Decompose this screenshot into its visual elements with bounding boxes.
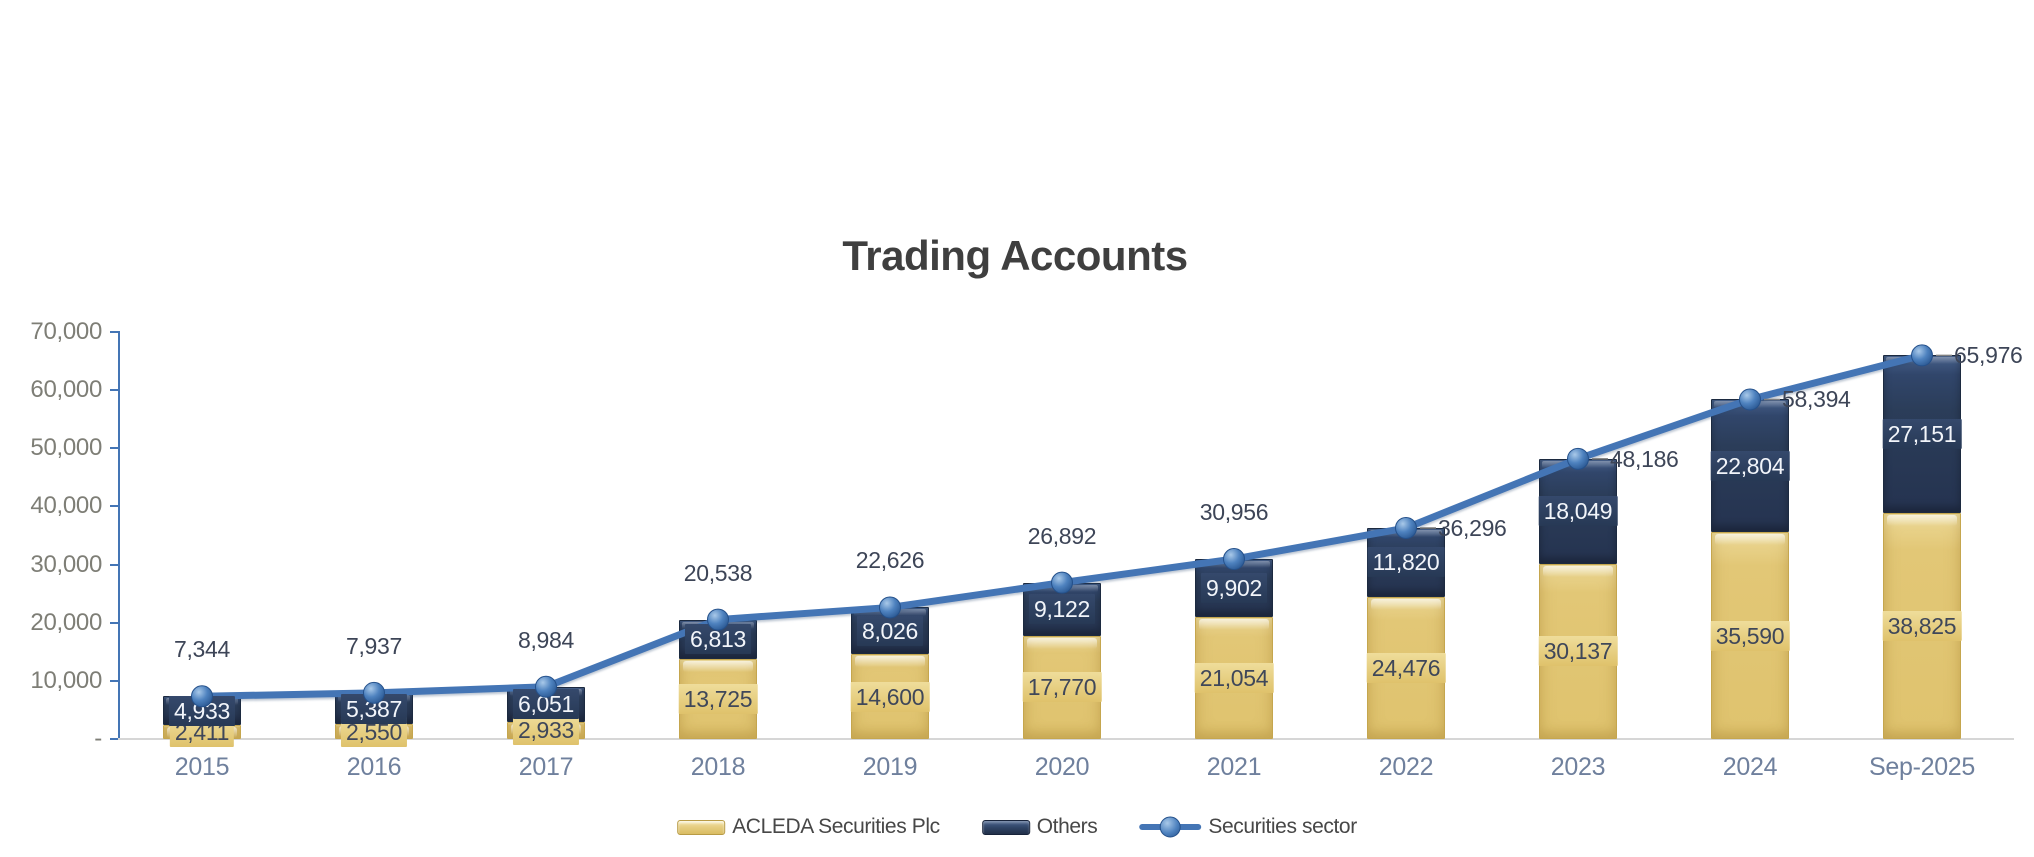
- y-tick-label: -: [94, 725, 102, 752]
- x-axis-label-2022: 2022: [1378, 753, 1434, 781]
- total-label-2019: 22,626: [855, 547, 925, 574]
- bar-label-acleda-2024: 35,590: [1710, 620, 1790, 651]
- y-tick-label: 20,000: [30, 608, 102, 636]
- y-tick-mark: [110, 331, 120, 333]
- x-axis-label-2024: 2024: [1722, 753, 1778, 781]
- total-label-2022: 36,296: [1438, 514, 1507, 541]
- legend-swatch-acleda-icon: [677, 819, 726, 835]
- total-label-2023: 48,186: [1610, 445, 1679, 472]
- total-label-2018: 20,538: [683, 559, 753, 586]
- legend-item-securities-sector: Securities sector: [1139, 815, 1357, 839]
- bar-label-acleda-Sep-2025: 38,825: [1882, 611, 1962, 642]
- total-label-2024: 58,394: [1782, 386, 1851, 413]
- x-axis-label-2023: 2023: [1550, 753, 1606, 781]
- x-axis-label-2019: 2019: [862, 753, 918, 781]
- y-tick-mark: [110, 447, 120, 450]
- bar-label-others-2018: 6,813: [684, 624, 752, 655]
- legend-swatch-others-icon: [981, 819, 1030, 835]
- legend-sphere-icon: [1159, 816, 1181, 838]
- chart-title: Trading Accounts: [842, 232, 1188, 279]
- y-tick-label: 60,000: [30, 376, 102, 404]
- bar-label-acleda-2021: 21,054: [1194, 662, 1274, 693]
- y-tick-label: 10,000: [30, 666, 102, 694]
- total-label-2020: 26,892: [1027, 522, 1097, 549]
- y-tick-label: 30,000: [30, 550, 102, 578]
- total-label-2021: 30,956: [1199, 499, 1269, 525]
- legend-item-acleda-securities-plc: ACLEDA Securities Plc: [677, 815, 940, 839]
- y-tick-mark: [110, 505, 120, 508]
- x-axis-label-2020: 2020: [1034, 753, 1090, 781]
- bar-label-acleda-2022: 24,476: [1366, 652, 1446, 683]
- bar-label-acleda-2018: 13,725: [678, 684, 758, 715]
- bar-label-others-2019: 8,026: [856, 615, 924, 646]
- x-axis-label-2016: 2016: [346, 753, 402, 781]
- bar-label-others-2016: 5,387: [340, 693, 408, 724]
- y-tick-label: 50,000: [30, 434, 102, 462]
- total-label-2016: 7,937: [345, 632, 403, 659]
- total-label-2015: 7,344: [173, 636, 231, 663]
- bar-label-acleda-2023: 30,137: [1538, 636, 1618, 667]
- bar-label-acleda-2020: 17,770: [1022, 672, 1102, 703]
- x-axis-line: [118, 738, 2014, 740]
- x-axis-label-2018: 2018: [690, 753, 746, 781]
- x-axis-label-2017: 2017: [518, 753, 574, 781]
- legend-line-marker-icon: [1139, 816, 1202, 838]
- bar-label-others-2024: 22,804: [1710, 450, 1790, 481]
- legend-label-securities-sector: Securities sector: [1208, 815, 1357, 838]
- bar-label-others-2020: 9,122: [1028, 594, 1096, 625]
- y-tick-mark: [110, 621, 120, 624]
- x-axis-label-2021: 2021: [1206, 753, 1262, 781]
- bar-label-others-Sep-2025: 27,151: [1882, 419, 1962, 450]
- x-axis-label-Sep-2025: Sep-2025: [1868, 753, 1976, 781]
- bar-label-others-2022: 11,820: [1367, 547, 1445, 578]
- y-tick-label: 40,000: [30, 492, 102, 520]
- bar-label-others-2017: 6,051: [512, 689, 580, 720]
- y-tick-mark: [110, 563, 120, 566]
- legend-label-others: Others: [1036, 815, 1098, 838]
- y-axis-line: [118, 331, 120, 740]
- bar-label-others-2021: 9,902: [1200, 572, 1268, 603]
- x-axis-label-2015: 2015: [174, 753, 230, 781]
- total-label-Sep-2025: 65,976: [1954, 342, 2023, 369]
- y-tick-label: 70,000: [30, 318, 102, 345]
- y-tick-mark: [110, 389, 120, 392]
- legend-label-acleda: ACLEDA Securities Plc: [732, 815, 940, 838]
- bar-label-others-2015: 4,933: [168, 695, 236, 726]
- bar-label-acleda-2017: 2,933: [512, 715, 580, 746]
- legend: ACLEDA Securities Plc Others Securities …: [677, 815, 1357, 839]
- bar-label-others-2023: 18,049: [1538, 496, 1618, 527]
- y-tick-mark: [110, 738, 120, 740]
- legend-item-others: Others: [981, 815, 1098, 839]
- y-tick-mark: [110, 679, 120, 682]
- total-label-2017: 8,984: [517, 626, 575, 653]
- bar-label-acleda-2019: 14,600: [850, 681, 930, 712]
